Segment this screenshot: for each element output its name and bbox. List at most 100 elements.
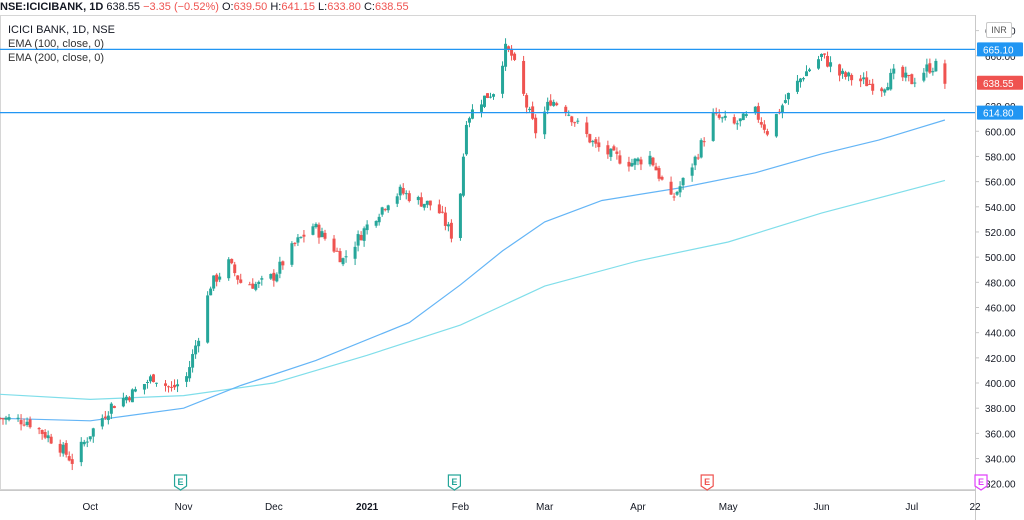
candle-body xyxy=(386,205,390,211)
candle-body xyxy=(154,382,158,384)
lower-level-tag-bg xyxy=(977,105,1023,120)
y-tick-label: 460.00 xyxy=(985,303,1016,314)
candle-body xyxy=(170,386,174,388)
candle-body xyxy=(293,242,297,244)
symbol-label[interactable]: NSE:ICICIBANK, 1D xyxy=(0,1,104,13)
ohlc-header: NSE:ICICIBANK, 1D 638.55 −3.35 (−0.52%) … xyxy=(0,0,409,14)
candle-body xyxy=(871,83,875,91)
candle-body xyxy=(630,163,634,167)
candle-body xyxy=(841,70,845,74)
candle-body xyxy=(479,104,483,112)
candle-body xyxy=(407,193,411,202)
x-tick-label: Apr xyxy=(630,502,646,513)
candle-body xyxy=(4,417,8,420)
price-axis[interactable]: 320.00 340.00 360.00 380.00 400.00 420.00 440.… xyxy=(975,15,1016,520)
candle-body xyxy=(567,114,571,116)
candle-body xyxy=(609,148,613,157)
earnings-marker[interactable] xyxy=(700,474,714,491)
ema100-layer xyxy=(0,119,946,422)
legend-ema100[interactable]: EMA (100, close, 0) xyxy=(8,38,104,50)
legend-ema200[interactable]: EMA (200, close, 0) xyxy=(8,52,104,64)
close-value: 638.55 xyxy=(374,1,409,13)
candle-body xyxy=(236,275,240,280)
candle-body xyxy=(774,114,778,137)
candle-body xyxy=(735,123,739,125)
candle-body xyxy=(693,156,697,166)
candle-body xyxy=(660,176,664,180)
candle-body xyxy=(865,77,869,87)
earnings-marker[interactable] xyxy=(974,474,988,491)
candle-body xyxy=(826,55,830,67)
candle-body xyxy=(191,354,195,368)
candle-body xyxy=(943,63,947,84)
candle-body xyxy=(690,167,694,176)
candle-body xyxy=(197,340,201,347)
candle-body xyxy=(7,417,11,420)
candle-body xyxy=(528,108,532,111)
candle-body xyxy=(185,376,189,382)
candle-body xyxy=(248,284,252,286)
y-tick-label: 520.00 xyxy=(985,228,1016,239)
candle-body xyxy=(91,428,95,437)
candle-body xyxy=(883,89,887,93)
x-tick-label: Mar xyxy=(536,502,554,513)
candle-body xyxy=(164,383,168,386)
candle-body xyxy=(109,403,113,414)
y-tick-label: 660.00 xyxy=(985,52,1016,63)
candle-body xyxy=(61,444,65,454)
candle-body xyxy=(510,48,514,56)
candle-body xyxy=(338,251,342,263)
close-key: C: xyxy=(363,1,375,13)
candle-body xyxy=(341,258,345,265)
candle-body xyxy=(380,207,384,215)
candle-body xyxy=(573,122,577,124)
earnings-marker-label: E xyxy=(704,477,710,487)
candle-body xyxy=(79,441,83,463)
candle-body xyxy=(302,234,306,237)
time-axis[interactable]: Oct Nov Dec 2021 Feb Mar Apr May Jun Jul 22 xyxy=(0,490,981,514)
earnings-marker-label: E xyxy=(451,477,457,487)
candle-body xyxy=(780,105,784,113)
candle-body xyxy=(58,443,62,453)
candle-body xyxy=(82,441,86,445)
y-tick-label: 420.00 xyxy=(985,354,1016,365)
x-tick-label: Jun xyxy=(813,502,829,513)
last-price-tag: 638.55 xyxy=(983,79,1014,90)
candle-body xyxy=(525,95,529,108)
candle-body xyxy=(130,389,134,403)
open-value: 639.50 xyxy=(233,1,268,13)
candle-body xyxy=(633,158,637,165)
x-tick-label: May xyxy=(719,502,738,513)
candle-body xyxy=(534,117,538,134)
candle-body xyxy=(281,261,285,266)
candle-body xyxy=(570,116,574,123)
candle-body xyxy=(290,243,294,265)
candle-body xyxy=(901,66,905,78)
candle-body xyxy=(868,83,872,85)
currency-label[interactable]: INR xyxy=(986,22,1012,38)
levels-layer[interactable] xyxy=(0,48,975,114)
candle-body xyxy=(85,441,89,443)
candle-body xyxy=(648,155,652,165)
candle-body xyxy=(711,112,715,141)
open-key: O: xyxy=(221,1,234,13)
candle-body xyxy=(672,196,676,198)
candle-body xyxy=(344,256,348,258)
x-tick-label: 2021 xyxy=(356,502,379,513)
candle-body xyxy=(627,161,631,167)
earnings-marker[interactable] xyxy=(447,474,461,491)
y-tick-label: 500.00 xyxy=(985,253,1016,264)
candle-body xyxy=(206,295,210,343)
y-tick-label: 360.00 xyxy=(985,429,1016,440)
candle-body xyxy=(37,428,41,430)
candle-body xyxy=(470,109,474,119)
candle-body xyxy=(892,68,896,74)
candle-body xyxy=(317,224,321,238)
candle-body xyxy=(738,118,742,122)
high-value: 641.15 xyxy=(281,1,315,13)
candle-body xyxy=(844,72,848,77)
plot-frame xyxy=(0,15,976,490)
earnings-marker[interactable] xyxy=(173,474,188,491)
